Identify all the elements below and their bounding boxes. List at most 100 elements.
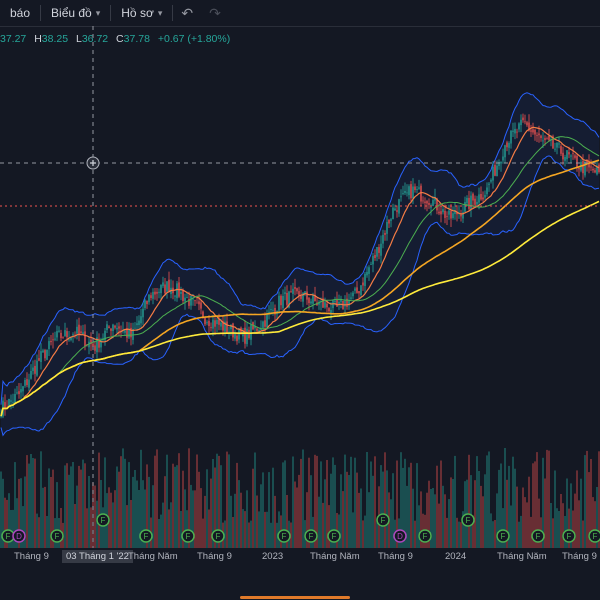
volume-bar	[164, 476, 166, 548]
candle-body	[58, 330, 60, 332]
volume-bar	[594, 501, 596, 548]
volume-bar	[452, 479, 454, 548]
event-marker-f[interactable]: F	[139, 529, 153, 543]
event-marker-f[interactable]: F	[304, 529, 318, 543]
volume-bar	[494, 520, 496, 548]
event-marker-f[interactable]: F	[588, 529, 600, 543]
volume-bar	[56, 482, 58, 548]
event-marker-f[interactable]: F	[181, 529, 195, 543]
candle-body	[534, 129, 536, 135]
event-marker-f[interactable]: F	[277, 529, 291, 543]
candle	[314, 286, 316, 302]
volume-bar	[462, 511, 464, 548]
event-marker-d[interactable]: D	[12, 529, 26, 543]
candle	[116, 322, 118, 335]
volume-bar	[354, 457, 356, 548]
volume-bar	[436, 465, 438, 548]
volume-bar	[562, 503, 564, 548]
candle-body	[450, 210, 452, 219]
candle-body	[94, 345, 96, 351]
event-marker-f[interactable]: F	[327, 529, 341, 543]
menu-profile[interactable]: Hồ sơ ▾	[111, 0, 172, 26]
candle	[578, 167, 580, 177]
event-marker-f[interactable]: F	[376, 513, 390, 527]
event-marker-label: D	[16, 532, 22, 541]
candle-body	[492, 166, 494, 181]
event-marker-f[interactable]: F	[461, 513, 475, 527]
candle	[470, 191, 472, 218]
undo-icon[interactable]: ↶	[181, 4, 194, 21]
event-marker-label: F	[309, 532, 314, 541]
event-marker-f[interactable]: F	[1, 529, 15, 543]
candle-body	[188, 299, 190, 306]
candle	[30, 364, 32, 380]
candle-body	[446, 216, 448, 217]
candle	[526, 120, 528, 127]
candle-body	[486, 187, 488, 195]
candle-body	[562, 152, 564, 160]
volume-bar	[426, 492, 428, 548]
change-value: +0.67 (+1.80%)	[157, 33, 231, 45]
candle-body	[158, 291, 160, 293]
volume-bar	[192, 490, 194, 548]
candle	[414, 183, 416, 193]
candlesticks	[0, 113, 600, 419]
candle-body	[166, 281, 168, 292]
redo-icon[interactable]: ↷	[209, 4, 221, 21]
volume-bar	[90, 507, 92, 548]
candle	[378, 244, 380, 260]
menu-profile-label: Hồ sơ	[121, 6, 154, 20]
volume-bar	[546, 449, 548, 548]
volume-bar	[176, 465, 178, 548]
candle-body	[454, 210, 456, 214]
menu-chart[interactable]: Biểu đồ ▾	[41, 0, 110, 26]
candle-body	[146, 300, 148, 305]
volume-bar	[360, 488, 362, 548]
candle	[40, 343, 42, 370]
candle-body	[48, 341, 50, 350]
volume-bar	[220, 465, 222, 548]
candle	[598, 162, 600, 174]
bollinger-upper	[0, 92, 600, 405]
candle-body	[114, 325, 116, 328]
candle-body	[296, 288, 298, 292]
volume-bar	[390, 499, 392, 548]
menu-bao[interactable]: báo	[0, 0, 40, 26]
event-marker-f[interactable]: F	[496, 529, 510, 543]
candle	[362, 277, 364, 291]
candle-body	[250, 324, 252, 340]
event-marker-f[interactable]: F	[211, 529, 225, 543]
candle-body	[540, 135, 542, 138]
candle-body	[52, 339, 54, 341]
volume-bar	[24, 476, 26, 548]
candle-body	[422, 200, 424, 202]
volume-bar	[440, 460, 442, 548]
candle-body	[344, 300, 346, 307]
candle-body	[196, 302, 198, 304]
add-icon[interactable]	[86, 156, 100, 170]
candle-body	[318, 302, 320, 305]
volume-bar	[214, 467, 216, 548]
volume-bar	[558, 511, 560, 548]
volume-bar	[68, 474, 70, 548]
volume-bar	[548, 450, 550, 548]
event-marker-d[interactable]: D	[393, 529, 407, 543]
candle	[214, 317, 216, 335]
candle	[64, 322, 66, 337]
event-marker-f[interactable]: F	[562, 529, 576, 543]
volume-bar	[298, 474, 300, 548]
candle-body	[186, 297, 188, 298]
candle	[370, 261, 372, 265]
event-marker-f[interactable]: F	[418, 529, 432, 543]
volume-bar	[518, 521, 520, 548]
event-marker-f[interactable]: F	[96, 513, 110, 527]
candle	[66, 327, 68, 345]
candle	[154, 288, 156, 300]
event-marker-f[interactable]: F	[50, 529, 64, 543]
candle	[142, 302, 144, 326]
candle	[26, 372, 28, 388]
candle	[424, 197, 426, 210]
event-marker-f[interactable]: F	[531, 529, 545, 543]
time-scrollbar[interactable]	[240, 596, 350, 599]
price-chart[interactable]: F D FFF F F F F FFD FFF F F F	[0, 26, 600, 548]
